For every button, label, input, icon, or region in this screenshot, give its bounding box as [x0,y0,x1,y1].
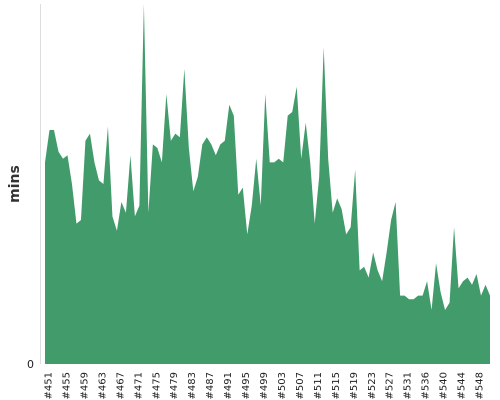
area-series [45,4,490,364]
x-tick-label: #531 [403,372,414,399]
x-tick-label: #511 [313,372,324,399]
x-tick-label: #527 [385,372,396,399]
x-tick-label: #455 [62,372,73,399]
x-tick-label: #483 [187,372,198,399]
x-tick-label: #548 [475,372,486,399]
x-tick-label: #540 [439,372,450,399]
x-tick-label: #491 [223,372,234,399]
x-tick-label: #487 [205,372,216,399]
x-tick-label: #515 [331,372,342,399]
x-tick-label: #475 [151,372,162,399]
x-tick-label: #544 [457,372,468,399]
x-tick-label: #536 [421,372,432,399]
x-tick-label: #499 [259,372,270,399]
x-tick-label: #451 [44,372,55,399]
x-tick-label: #495 [241,372,252,399]
x-tick-labels: #451 #455 #459 #463 #467 #471 #475 #479 #483 #487… [44,372,486,399]
y-tick-label: 0 [27,358,34,371]
x-tick-label: #519 [349,372,360,399]
x-tick-label: #507 [295,372,306,399]
x-tick-label: #471 [133,372,144,399]
x-tick-label: #459 [79,372,90,399]
x-tick-label: #479 [169,372,180,399]
x-tick-label: #523 [367,372,378,399]
x-tick-label: #463 [97,372,108,399]
x-tick-label: #503 [277,372,288,399]
y-axis-label: mins [7,165,23,203]
x-tick-label: #467 [115,372,126,399]
